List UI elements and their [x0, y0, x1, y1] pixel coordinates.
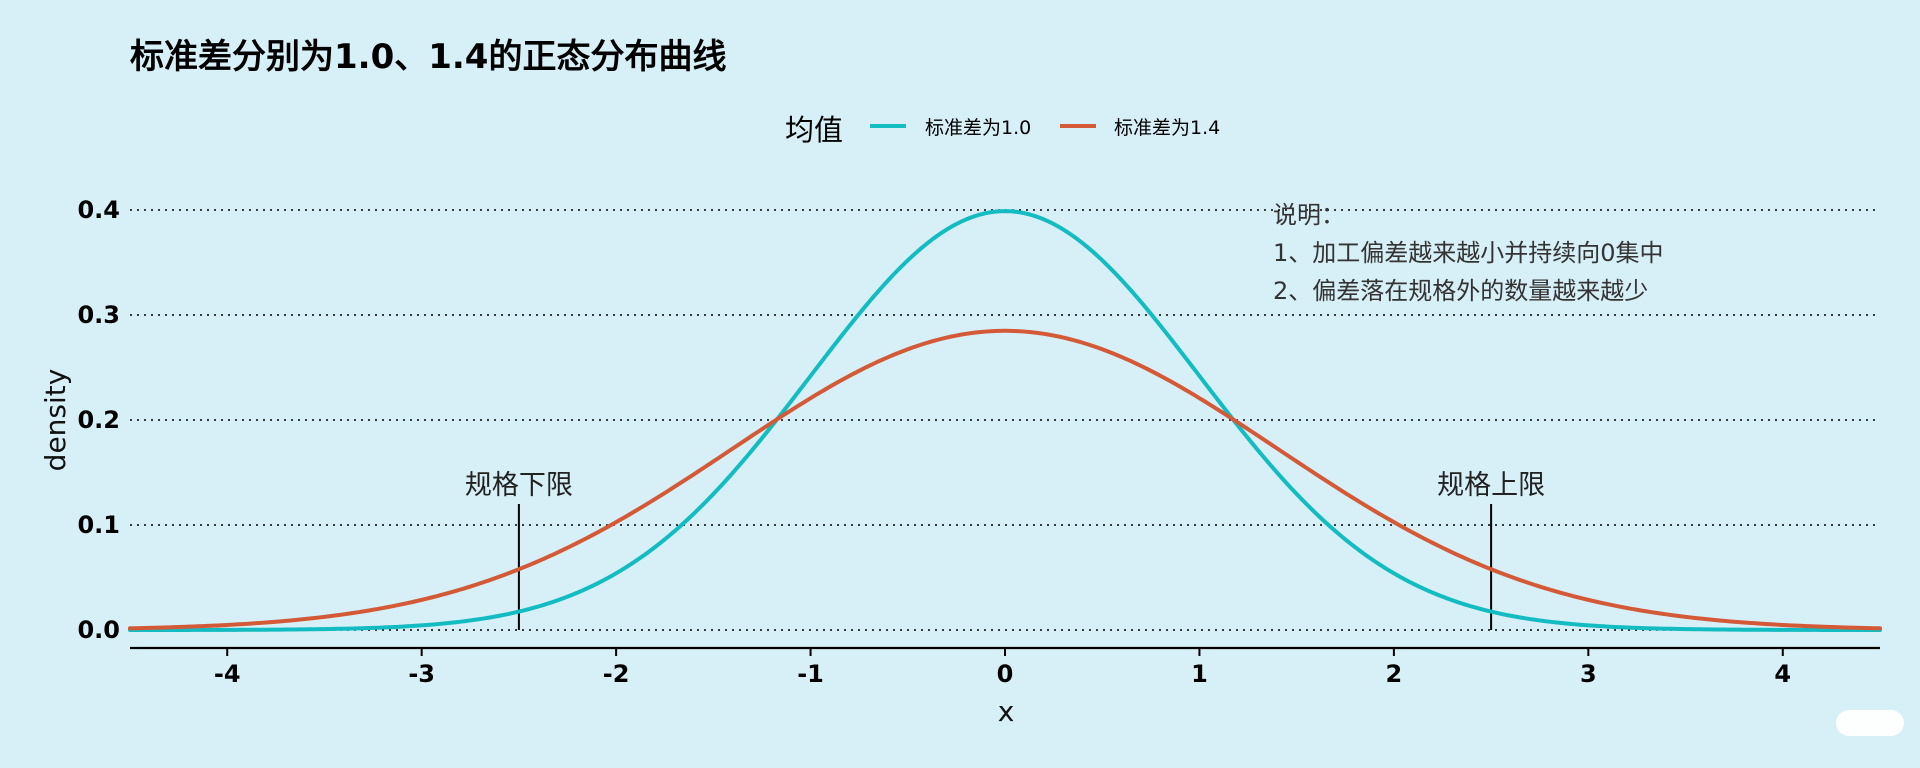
- series-line-sd-1-4: [128, 328, 1882, 631]
- x-tick-label: 3: [1580, 660, 1597, 688]
- x-axis: -4 -3 -2 -1 0 1 2 3 4: [130, 646, 1880, 688]
- note-box: 说明： 1、加工偏差越来越小并持续向0集中 2、偏差落在规格外的数量越来越少: [1273, 201, 1664, 305]
- chart-title: 标准差分别为1.0、1.4的正态分布曲线: [130, 37, 726, 77]
- y-tick-label: 0.0: [77, 616, 120, 644]
- x-axis-label: x: [998, 695, 1015, 728]
- legend-label: 标准差为1.0: [925, 117, 1031, 139]
- x-tick-label: 1: [1191, 660, 1208, 688]
- y-tick-label: 0.2: [77, 406, 120, 434]
- note-line-3: 2、偏差落在规格外的数量越来越少: [1273, 277, 1648, 305]
- legend-item-1: 标准差为1.0: [870, 117, 1031, 139]
- y-tick-label: 0.3: [77, 301, 120, 329]
- upper-spec-label: 规格上限: [1437, 470, 1545, 501]
- y-axis-label: density: [39, 369, 72, 472]
- legend-items: 标准差为1.0 标准差为1.4: [870, 117, 1220, 139]
- legend-label: 标准差为1.4: [1114, 117, 1220, 139]
- y-tick-label: 0.1: [77, 511, 120, 539]
- spec-limit-lines: 规格下限 规格上限: [465, 470, 1545, 630]
- y-axis-ticks: 0.0 0.1 0.2 0.3 0.4: [77, 196, 120, 644]
- note-line-1: 说明：: [1273, 201, 1345, 229]
- note-line-2: 1、加工偏差越来越小并持续向0集中: [1273, 239, 1664, 267]
- x-tick-label: -1: [797, 660, 824, 688]
- x-tick-label: -4: [214, 660, 241, 688]
- x-tick-label: 4: [1774, 660, 1791, 688]
- series-paths: [128, 209, 1882, 632]
- x-tick-label: -2: [603, 660, 630, 688]
- legend-item-2: 标准差为1.4: [1060, 117, 1220, 139]
- y-tick-label: 0.4: [77, 196, 120, 224]
- lower-spec-label: 规格下限: [465, 470, 573, 501]
- x-tick-label: 0: [997, 660, 1014, 688]
- x-tick-label: 2: [1386, 660, 1403, 688]
- series-line-sd-1-0: [128, 209, 1882, 632]
- x-tick-label: -3: [408, 660, 435, 688]
- legend: 均值 标准差为1.0 标准差为1.4: [785, 113, 1220, 147]
- scrollbar-thumb[interactable]: [1836, 710, 1904, 736]
- legend-title: 均值: [785, 113, 843, 147]
